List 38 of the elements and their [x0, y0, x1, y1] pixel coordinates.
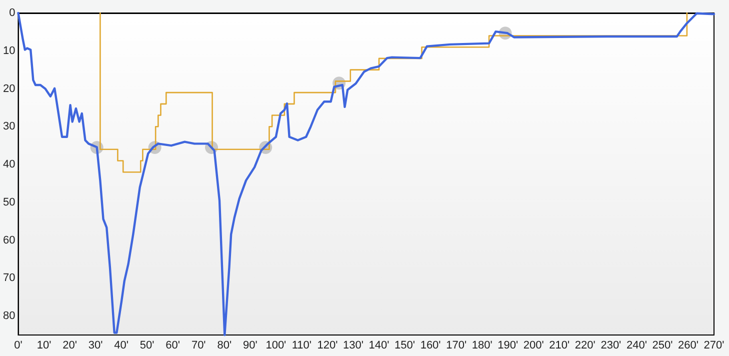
- x-tick-label: 50': [140, 340, 154, 352]
- x-tick-label: 190': [498, 340, 518, 352]
- x-tick-label: 220': [574, 340, 596, 352]
- x-tick-label: 20': [62, 340, 77, 352]
- x-tick-label: 160': [420, 340, 441, 352]
- x-tick-label: 260': [678, 340, 698, 352]
- x-tick-label: 10': [36, 340, 52, 352]
- y-tick-label: 0: [9, 7, 16, 19]
- x-tick-label: 170': [446, 340, 467, 352]
- x-tick-label: 40': [114, 340, 128, 352]
- y-tick-label: 10: [2, 44, 16, 57]
- x-tick-label: 250': [652, 340, 673, 352]
- y-tick-label: 70: [2, 272, 16, 284]
- x-tick-label: 140': [368, 340, 390, 352]
- x-tick-label: 60': [166, 340, 180, 352]
- x-tick-label: 230': [600, 340, 622, 352]
- x-tick-label: 200': [523, 340, 544, 352]
- x-tick-label: 0': [14, 340, 22, 352]
- y-tick-label: 50: [2, 196, 16, 208]
- y-tick-label: 20: [2, 82, 16, 95]
- y-tick-label: 30: [2, 120, 16, 133]
- y-tick-label: 80: [2, 310, 16, 322]
- y-tick-label: 40: [2, 158, 16, 171]
- x-tick-label: 180': [472, 340, 492, 352]
- x-tick-label: 110': [292, 340, 312, 352]
- x-tick-label: 240': [626, 340, 647, 352]
- line-series: [17, 12, 716, 336]
- x-tick-label: 30': [88, 340, 103, 352]
- x-tick-label: 90': [242, 340, 258, 352]
- x-tick-label: 120': [317, 340, 338, 352]
- x-tick-label: 80': [217, 340, 232, 352]
- x-tick-label: 210': [549, 340, 570, 352]
- y-tick-label: 60: [2, 234, 16, 246]
- x-tick-label: 70': [191, 340, 206, 352]
- x-tick-label: 150': [394, 340, 415, 352]
- x-tick-label: 130': [343, 340, 364, 352]
- x-tick-label: 100': [266, 340, 286, 352]
- x-tick-label: 270': [704, 340, 724, 352]
